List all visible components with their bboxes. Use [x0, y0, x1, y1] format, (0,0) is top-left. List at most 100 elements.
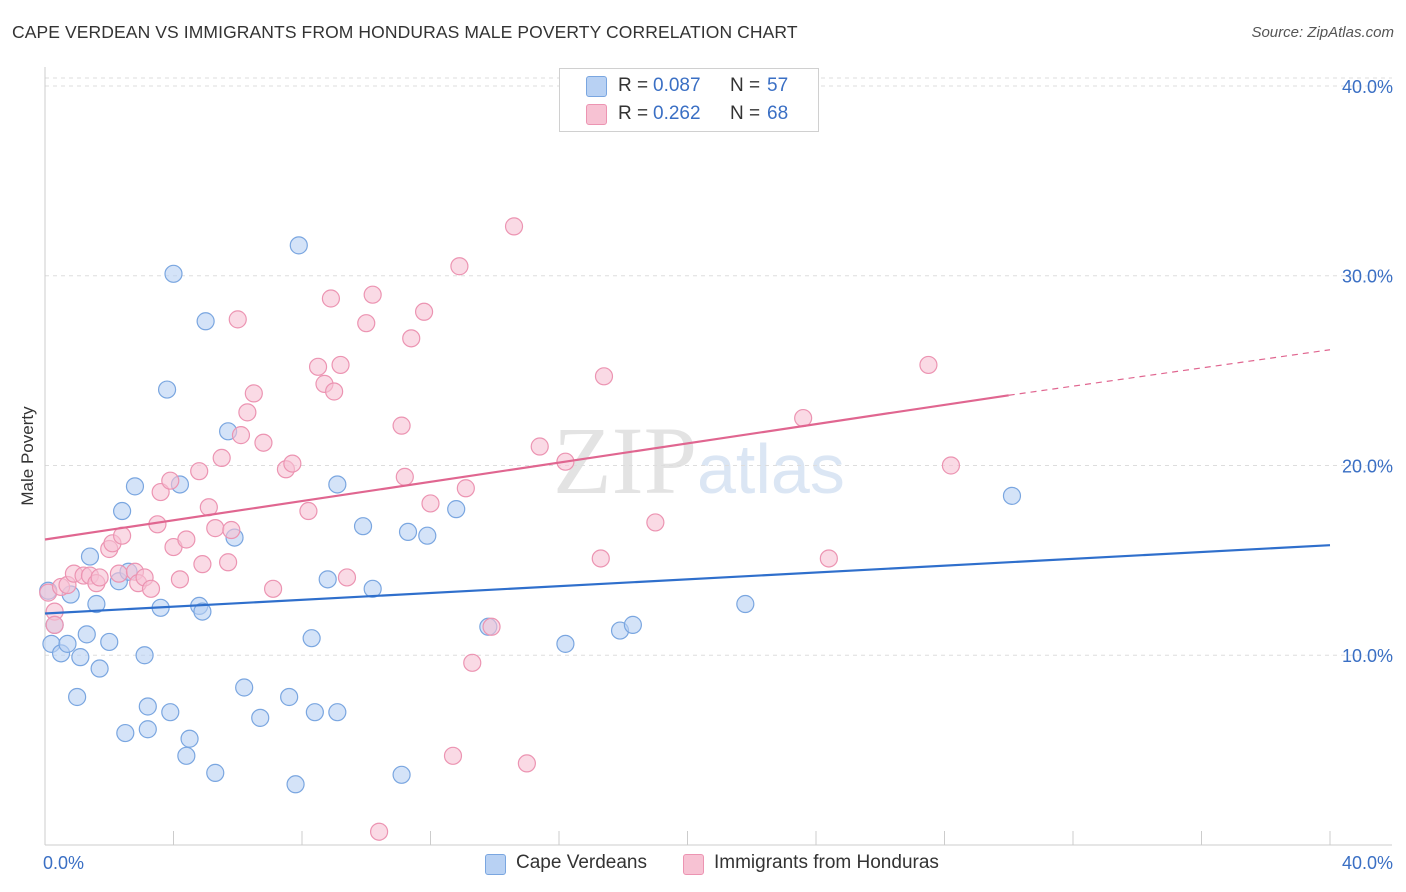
legend-row-cape-verdeans: R = 0.087 N = 57: [560, 73, 818, 99]
watermark-atlas: atlas: [697, 430, 845, 508]
cape-verdean-point: [135, 646, 154, 665]
honduras-point: [357, 314, 376, 333]
cape-verdean-point: [87, 594, 106, 614]
cape-verdean-point: [251, 708, 270, 727]
source-label: Source: ZipAtlas.com: [1251, 24, 1394, 41]
honduras-point: [370, 822, 389, 841]
cape-verdean-point: [180, 729, 199, 748]
legend-n-value: 57: [767, 75, 789, 96]
honduras-point: [170, 570, 190, 589]
honduras-point: [238, 403, 257, 422]
honduras-point: [646, 513, 665, 532]
cape-verdean-point: [623, 615, 642, 634]
cape-verdean-point: [736, 594, 755, 614]
honduras-point: [421, 494, 440, 513]
cape-verdean-point: [125, 477, 145, 496]
cape-verdean-point: [157, 380, 177, 399]
honduras-point: [456, 479, 475, 498]
honduras-point: [283, 454, 302, 473]
honduras-point: [206, 519, 225, 538]
cape-verdean-point: [286, 775, 305, 794]
cape-verdean-point: [302, 629, 321, 648]
honduras-point: [141, 579, 161, 598]
bottom-legend-swatch-pink: [683, 854, 704, 875]
honduras-point: [228, 310, 247, 329]
cape-verdean-point: [196, 312, 215, 331]
y-tick-label: 10.0%: [1342, 646, 1393, 666]
honduras-point: [450, 257, 469, 276]
honduras-trendline: [44, 394, 1009, 541]
cape-verdean-point: [80, 547, 100, 566]
honduras-point: [504, 217, 524, 236]
honduras-point: [919, 355, 938, 375]
legend-r-value: 0.262: [653, 103, 701, 124]
cape-verdean-point: [1002, 486, 1022, 505]
honduras-point: [321, 289, 341, 308]
correlation-legend: R = 0.087 N = 57 R = 0.262 N = 68: [559, 68, 819, 132]
cape-verdean-point: [138, 697, 157, 716]
x-tick-label: 0.0%: [43, 853, 84, 873]
legend-r-label: R =: [618, 75, 649, 96]
cape-verdean-trendline: [44, 544, 1331, 615]
cape-verdean-point: [280, 687, 299, 707]
honduras-point: [161, 471, 180, 490]
cape-verdean-point: [161, 703, 180, 722]
cape-verdean-point: [116, 723, 135, 743]
cape-verdean-point: [392, 765, 411, 784]
cape-verdean-point: [318, 570, 337, 589]
honduras-point: [193, 555, 212, 574]
legend-n-label: N =: [730, 75, 761, 96]
cape-verdean-point: [289, 236, 308, 255]
cape-verdean-point: [305, 703, 324, 722]
honduras-point: [941, 456, 961, 475]
honduras-point: [45, 615, 64, 634]
honduras-point: [308, 357, 328, 376]
y-tick-label: 20.0%: [1342, 456, 1393, 476]
honduras-point: [244, 384, 263, 403]
cape-verdean-point: [363, 579, 382, 598]
legend-row-honduras: R = 0.262 N = 68: [560, 101, 818, 127]
honduras-point: [530, 437, 549, 456]
cape-verdean-point: [353, 517, 373, 536]
honduras-point: [90, 568, 109, 587]
cape-verdean-point: [328, 475, 347, 494]
cape-verdean-point: [447, 500, 466, 519]
honduras-point: [591, 549, 610, 568]
y-tick-label: 30.0%: [1342, 267, 1393, 287]
legend-r-label: R =: [618, 103, 649, 124]
honduras-point: [594, 367, 614, 386]
honduras-point: [443, 746, 463, 765]
honduras-point: [392, 416, 411, 435]
honduras-point: [190, 462, 209, 481]
honduras-point: [402, 329, 421, 348]
cape-verdean-point: [177, 746, 196, 765]
y-axis-label: Male Poverty: [18, 406, 37, 506]
cape-verdean-point: [556, 634, 575, 653]
honduras-point: [263, 579, 283, 598]
bottom-legend-label: Cape Verdeans: [516, 852, 647, 873]
cape-verdean-point: [90, 659, 109, 678]
honduras-point: [299, 501, 318, 521]
honduras-point: [231, 426, 251, 445]
honduras-point: [212, 448, 231, 467]
honduras-point: [222, 520, 241, 540]
legend-r-value: 0.087: [653, 75, 701, 96]
honduras-point: [363, 285, 382, 304]
cape-verdean-point: [112, 501, 132, 521]
honduras-point: [414, 302, 434, 321]
cape-verdean-point: [71, 648, 90, 667]
cape-verdean-point: [328, 703, 347, 722]
honduras-point: [395, 467, 414, 486]
legend-n-value: 68: [767, 103, 789, 124]
honduras-point: [463, 653, 482, 672]
cape-verdean-point: [100, 632, 119, 652]
cape-verdean-point: [77, 625, 96, 644]
bottom-legend-label: Immigrants from Honduras: [714, 852, 939, 873]
cape-verdean-point: [68, 687, 87, 707]
honduras-point: [331, 355, 350, 375]
honduras-point: [517, 754, 536, 773]
cape-verdean-point: [206, 763, 225, 782]
legend-swatch-blue: [586, 76, 607, 97]
legend-n-label: N =: [730, 103, 761, 124]
